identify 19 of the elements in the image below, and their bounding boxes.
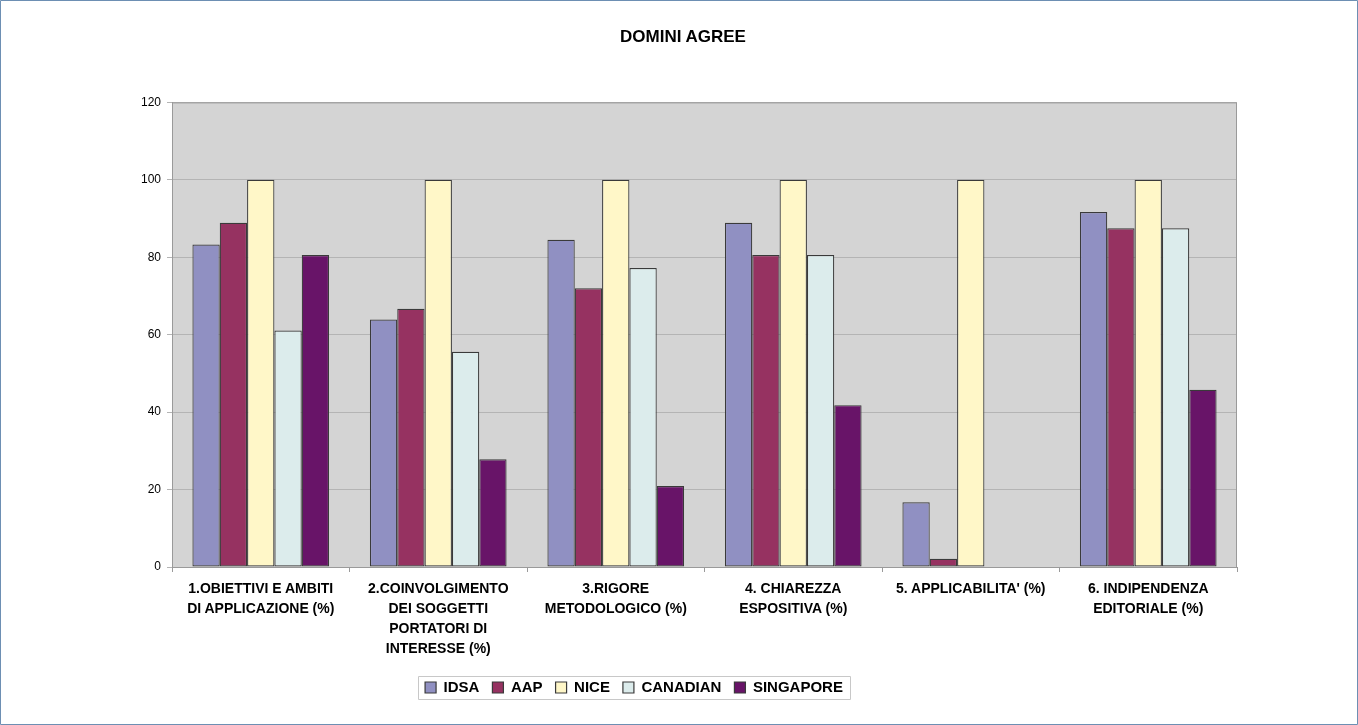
y-tick-label: 80: [147, 249, 162, 264]
legend-label: CANADIAN: [641, 677, 722, 695]
legend-label: IDSA: [443, 677, 480, 695]
x-tick-label: 3.RIGORE METODOLOGICO (%): [544, 579, 687, 616]
legend-label: AAP: [510, 677, 543, 695]
x-tick-label: 6. INDIPENDENZA EDITORIALE (%): [1087, 579, 1209, 616]
y-tick-label: 60: [147, 327, 162, 342]
y-tick-label: 100: [140, 172, 162, 187]
y-tick-label: 0: [154, 559, 162, 574]
x-tick-label: 5. APPLICABILITA' (%): [895, 579, 1046, 596]
legend-label: NICE: [574, 677, 610, 695]
y-tick-label: 40: [147, 404, 162, 419]
x-tick-label: 4. CHIAREZZA ESPOSITIVA (%): [739, 579, 848, 616]
chart-title: DOMINI AGREE: [620, 26, 746, 46]
legend-label: SINGAPORE: [752, 677, 843, 695]
x-tick-label: 1.OBIETTIVI E AMBITI DI APPLICAZIONE (%): [187, 579, 335, 616]
y-tick-label: 120: [140, 94, 162, 109]
y-tick-label: 20: [147, 481, 162, 496]
x-tick-label: 2.COINVOLGIMENTO DEI SOGGETTI PORTATORI DI INTERESSE (%): [367, 579, 509, 656]
